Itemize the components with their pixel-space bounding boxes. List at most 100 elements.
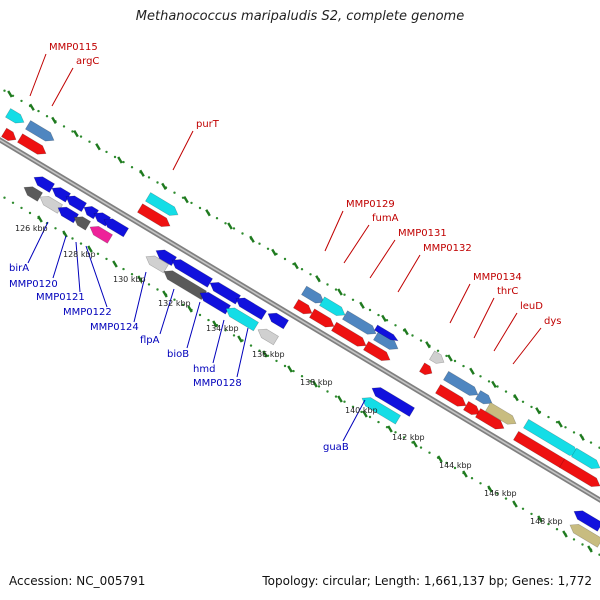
upper-track-dot xyxy=(462,364,465,368)
upper-track-dot xyxy=(241,232,244,235)
gene-arrow-dys-feature-2 xyxy=(571,447,600,469)
MMP0120-label: MMP0120 xyxy=(9,279,58,290)
gene-arrow-hmd-blue-body xyxy=(209,282,241,305)
lower-track-major-tick xyxy=(312,380,318,388)
gene-arrow-argC-feature xyxy=(25,120,55,142)
gene-arrow-dys-red-2-body xyxy=(559,458,600,487)
gene-arrow-MMP0132-red xyxy=(363,340,391,361)
gene-arrow-guaB-blue-body xyxy=(371,387,415,417)
upper-track-major-tick xyxy=(139,169,145,177)
upper-track-dot xyxy=(224,222,227,225)
lower-track-dot xyxy=(360,410,363,414)
leuD-leader xyxy=(493,312,518,352)
lower-track-dot xyxy=(173,298,176,301)
lower-track-dot xyxy=(504,497,508,500)
MMP0121-leader xyxy=(75,241,81,293)
gene-arrow-bioB-feature-body xyxy=(163,270,207,301)
upper-track-dot xyxy=(156,181,159,184)
lower-track-dot xyxy=(470,477,474,480)
kbp-label: 132 kbp xyxy=(158,299,191,308)
gene-arrow-MMP0134-gray xyxy=(429,350,445,364)
gene-arrow-MMP0128-gray xyxy=(257,328,279,346)
lower-track-dot xyxy=(275,359,278,363)
upper-track-dot xyxy=(377,313,380,317)
gene-arrow-far-khaki xyxy=(569,524,600,548)
lower-track-dot xyxy=(419,446,423,449)
gene-arrow-MMP0122-blue-body xyxy=(83,206,99,220)
upper-track-major-tick xyxy=(227,222,233,230)
gene-arrow-dys-red-2 xyxy=(559,458,600,487)
lower-track-major-tick xyxy=(437,455,443,463)
gene-arrow-leuD-feature xyxy=(485,402,517,425)
upper-track-dot xyxy=(71,130,74,133)
upper-track-dot xyxy=(105,150,108,154)
upper-track-dot xyxy=(547,415,550,419)
upper-track-major-tick xyxy=(117,156,123,164)
gene-arrow-leuD-feature-body xyxy=(485,402,517,425)
gene-arrow-MMP0129-feature-body xyxy=(301,285,325,304)
upper-track-dot xyxy=(37,109,40,113)
upper-track-major-tick xyxy=(205,209,211,217)
lower-track-dot xyxy=(317,385,321,388)
kbp-label: 134 kbp xyxy=(206,324,239,333)
upper-track-dot xyxy=(521,400,525,403)
MMP0132-label: MMP0132 xyxy=(423,243,472,254)
lower-track-dot xyxy=(20,206,23,210)
upper-track-major-tick xyxy=(73,129,79,138)
upper-track-dot xyxy=(334,288,338,291)
gene-arrow-fumA-red xyxy=(309,308,335,328)
upper-track-major-tick xyxy=(293,261,299,270)
birA-leader xyxy=(27,221,49,264)
gene-arrow-MMP0121-feature-body xyxy=(57,206,79,224)
accession-text: Accession: NC_005791 xyxy=(9,574,146,588)
lower-track-dot xyxy=(402,436,406,439)
lower-track-dot xyxy=(96,252,100,255)
guaB-label: guaB xyxy=(323,442,349,453)
gene-arrow-MMP0121-feature xyxy=(57,206,79,224)
lower-track-major-tick xyxy=(462,470,468,478)
upper-track-dot xyxy=(589,441,593,444)
lower-track-dot xyxy=(54,227,57,230)
lower-track-major-tick xyxy=(287,365,293,373)
lower-track-major-tick xyxy=(537,515,543,523)
gene-arrow-thrC-feature xyxy=(475,390,493,405)
gene-arrow-MMP0129-feature xyxy=(301,285,325,304)
kbp-label: 148 kbp xyxy=(530,517,563,526)
upper-track-dot xyxy=(351,298,355,301)
lower-track-dot xyxy=(326,390,329,393)
gene-arrow-guaB-blue xyxy=(371,387,415,417)
gene-arrow-MMP0120-blue xyxy=(51,187,71,203)
kbp-label: 142 kbp xyxy=(392,433,425,442)
birA-label: birA xyxy=(9,263,29,274)
upper-track-major-tick xyxy=(469,367,475,375)
lower-track-dot xyxy=(207,318,210,322)
lower-track-dot xyxy=(368,415,372,419)
gene-arrow-MMP0124-pink-body xyxy=(89,226,113,244)
topology-text: Topology: circular; Length: 1,661,137 bp… xyxy=(262,574,592,588)
kbp-label: 138 kbp xyxy=(300,378,333,387)
gene-arrow-guaB-feature-body xyxy=(361,397,401,425)
gene-arrow-MMP0134-red-body xyxy=(435,384,467,407)
gene-arrow-purT-red xyxy=(137,203,171,227)
lower-track-dot xyxy=(309,380,312,383)
kbp-label: 128 kbp xyxy=(63,250,96,259)
upper-track-dot xyxy=(368,308,372,312)
upper-track-major-tick xyxy=(183,195,189,204)
gene-arrow-argC-feature-body xyxy=(25,120,55,142)
upper-track-dot xyxy=(88,140,91,143)
genome-title: Methanococcus maripaludis S2, complete g… xyxy=(135,9,465,24)
backbone xyxy=(0,137,600,503)
gene-arrow-MMP0128-feature xyxy=(225,307,259,332)
kbp-label: 136 kbp xyxy=(252,350,285,359)
gene-arrow-dys-feature-2-body xyxy=(571,447,600,469)
lower-track-dot xyxy=(521,507,525,510)
gene-arrow-leuD-red-body xyxy=(475,408,505,430)
upper-track-major-tick xyxy=(447,354,453,362)
lower-track-dot xyxy=(122,267,125,271)
gene-arrow-MMP0134-feature xyxy=(443,370,479,396)
upper-track-dot xyxy=(173,191,176,194)
MMP0134-leader xyxy=(449,283,471,324)
upper-track-major-tick xyxy=(161,182,167,191)
gene-arrow-MMP0115-red-body xyxy=(1,127,17,141)
gene-arrow-MMP0134-red-small xyxy=(419,362,433,376)
